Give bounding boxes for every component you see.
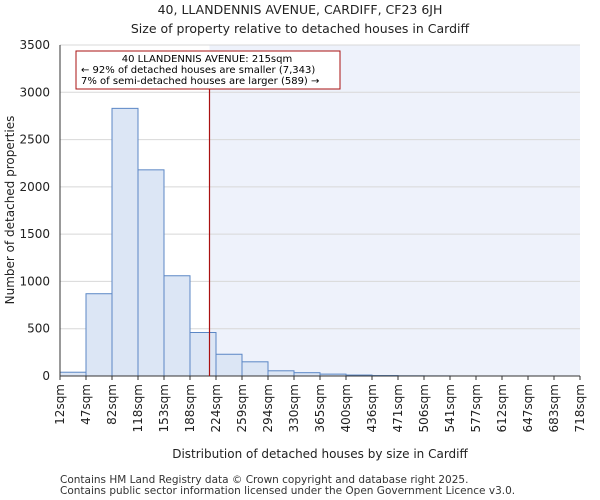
- larger-region-shade: [209, 45, 580, 376]
- histogram-bar: [241, 361, 269, 377]
- x-tick-label: 12sqm: [53, 384, 67, 425]
- annotation-box: [75, 50, 341, 90]
- annotation-line-1: 40 LLANDENNIS AVENUE: 215sqm: [122, 54, 292, 65]
- annotation-line-2: ← 92% of detached houses are smaller (7,…: [81, 65, 315, 76]
- y-tick-label: 2000: [19, 180, 50, 194]
- x-tick-label: 188sqm: [183, 384, 197, 432]
- x-tick-label: 294sqm: [261, 384, 275, 432]
- x-tick-label: 118sqm: [131, 384, 145, 432]
- chart: 0 500 1000 1500 2000 2500 3000 3500 12sqm 47sqm 82…: [3, 38, 587, 461]
- histogram-bar: [85, 293, 113, 377]
- histogram-bar: [111, 107, 139, 377]
- y-tick-label: 2500: [19, 133, 50, 147]
- x-axis-label: Distribution of detached houses by size …: [172, 447, 468, 461]
- x-tick-label: 506sqm: [417, 384, 431, 432]
- histogram-bar: [137, 169, 165, 377]
- x-tick-label: 647sqm: [521, 384, 535, 432]
- x-tick-label: 259sqm: [235, 384, 249, 432]
- x-tick-label: 471sqm: [391, 384, 405, 432]
- y-tick-label: 500: [27, 322, 50, 336]
- y-axis-label: Number of detached properties: [3, 116, 17, 305]
- histogram-bar: [267, 370, 295, 377]
- y-tick-label: 3000: [19, 85, 50, 99]
- x-tick-label: 82sqm: [105, 384, 119, 425]
- y-tick-label: 0: [42, 369, 50, 383]
- x-tick-label: 436sqm: [365, 384, 379, 432]
- footer-line-2: Contains public sector information licen…: [60, 485, 516, 497]
- x-tick-label: 47sqm: [79, 384, 93, 425]
- x-tick-label: 683sqm: [547, 384, 561, 432]
- x-tick-label: 718sqm: [573, 384, 587, 432]
- chart-subtitle: Size of property relative to detached ho…: [130, 21, 470, 36]
- x-tick-label: 577sqm: [469, 384, 483, 432]
- y-tick-label: 1500: [19, 227, 50, 241]
- y-tick-label: 1000: [19, 274, 50, 288]
- x-tick-label: 153sqm: [157, 384, 171, 432]
- histogram-bar: [163, 275, 191, 377]
- histogram-bar: [189, 331, 217, 377]
- x-tick-label: 224sqm: [209, 384, 223, 432]
- x-tick-label: 541sqm: [443, 384, 457, 432]
- histogram-bar: [215, 353, 243, 377]
- x-tick-label: 400sqm: [339, 384, 353, 432]
- x-tick-label: 365sqm: [313, 384, 327, 432]
- y-tick-label: 3500: [19, 38, 50, 52]
- annotation-line-3: 7% of semi-detached houses are larger (5…: [81, 76, 319, 87]
- page-title: 40, LLANDENNIS AVENUE, CARDIFF, CF23 6JH: [157, 2, 443, 17]
- x-tick-label: 330sqm: [287, 384, 301, 432]
- footer-line-1: Contains HM Land Registry data © Crown c…: [60, 474, 469, 486]
- histogram-bar: [59, 371, 87, 377]
- x-tick-label: 612sqm: [495, 384, 509, 432]
